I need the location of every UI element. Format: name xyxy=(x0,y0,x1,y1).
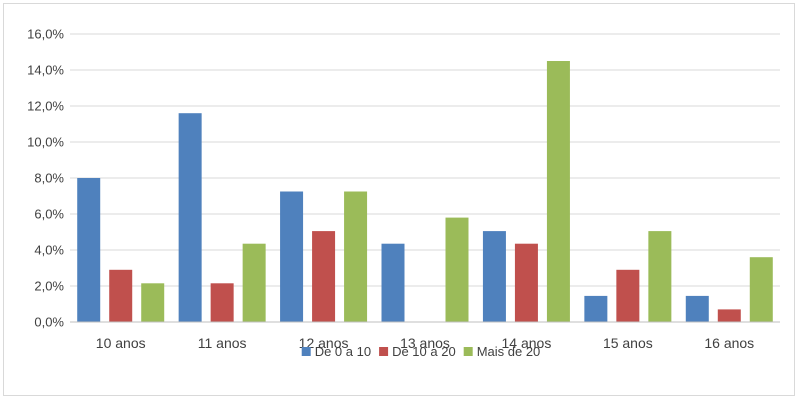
bar xyxy=(280,191,304,322)
bar xyxy=(77,178,101,322)
x-tick-label: 12 anos xyxy=(299,335,349,351)
x-tick-label: 15 anos xyxy=(603,335,653,351)
bar xyxy=(482,231,506,322)
y-tick-label: 10,0% xyxy=(27,135,64,150)
bar xyxy=(749,257,773,322)
legend-label: Mais de 20 xyxy=(477,344,541,359)
gridlines xyxy=(70,33,780,287)
bar xyxy=(546,61,570,322)
legend-swatch xyxy=(301,347,311,356)
y-tick-label: 14,0% xyxy=(27,63,64,78)
bar xyxy=(381,243,405,322)
legend-label: De 10 a 20 xyxy=(392,344,456,359)
chart-frame: 0,0% 2,0% 4,0% 6,0% 8,0% 10,0% 12,0% 14,0% 16,0%… xyxy=(3,3,795,396)
y-tick-label: 16,0% xyxy=(27,27,64,42)
legend-label: De 0 a 10 xyxy=(315,344,371,359)
bar xyxy=(109,269,133,322)
bar xyxy=(445,217,469,322)
y-tick-label: 6,0% xyxy=(34,207,64,222)
y-tick-label: 8,0% xyxy=(34,171,64,186)
bar xyxy=(685,295,709,322)
bar xyxy=(344,191,368,322)
x-tick-label: 13 anos xyxy=(400,335,450,351)
bar xyxy=(648,231,672,322)
y-tick-label: 2,0% xyxy=(34,279,64,294)
bar xyxy=(584,295,608,322)
x-tick-label: 10 anos xyxy=(96,335,146,351)
legend: De 0 a 10 De 10 a 20 Mais de 20 xyxy=(301,344,541,359)
bar-chart: 0,0% 2,0% 4,0% 6,0% 8,0% 10,0% 12,0% 14,0% 16,0%… xyxy=(27,27,780,359)
legend-swatch xyxy=(463,347,473,356)
y-tick-label: 4,0% xyxy=(34,243,64,258)
y-tick-label: 12,0% xyxy=(27,99,64,114)
bar xyxy=(514,243,538,322)
bar xyxy=(312,231,336,322)
legend-swatch xyxy=(379,347,389,356)
bar xyxy=(242,243,266,322)
bar xyxy=(616,269,640,322)
x-tick-label: 11 anos xyxy=(198,335,247,351)
bars xyxy=(77,61,773,322)
bar xyxy=(141,283,165,322)
bar xyxy=(717,309,741,322)
bar xyxy=(178,113,202,322)
y-tick-label: 0,0% xyxy=(34,315,64,330)
x-tick-label: 14 anos xyxy=(502,335,552,351)
bar xyxy=(210,283,234,322)
x-tick-label: 16 anos xyxy=(704,335,754,351)
axes: 0,0% 2,0% 4,0% 6,0% 8,0% 10,0% 12,0% 14,0% 16,0%… xyxy=(27,27,780,351)
